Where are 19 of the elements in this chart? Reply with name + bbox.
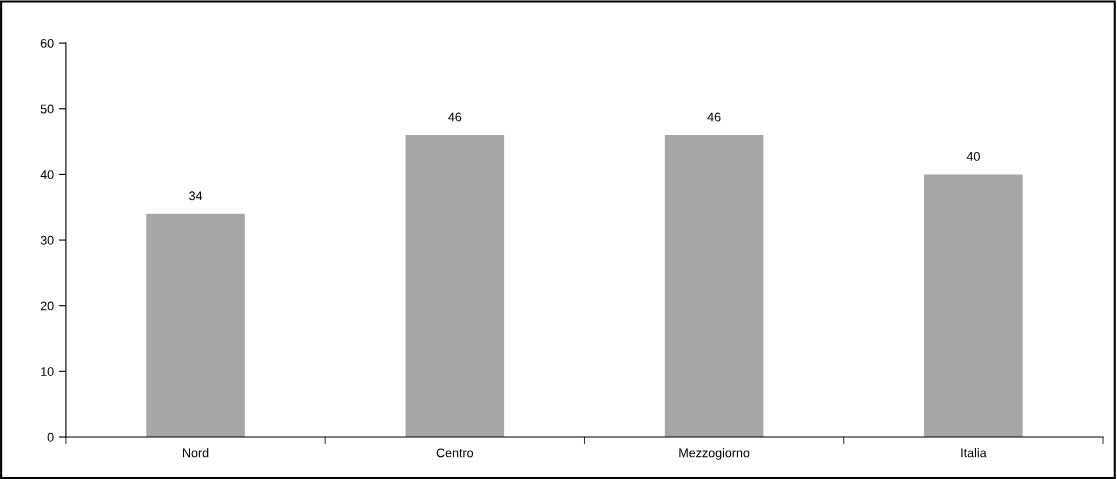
y-tick-label: 60 [40,38,54,48]
data-label: 40 [966,151,980,161]
y-tick-label: 10 [41,367,54,376]
bar [146,213,245,437]
y-tick-label: 20 [40,301,54,311]
x-tick-label: Nord [183,448,209,458]
y-tick-label: 50 [40,104,54,114]
bar [664,135,764,437]
y-tick-label: 40 [40,170,54,180]
y-tick-label: 0 [47,432,54,442]
x-tick-label: Mezzogiorno [679,448,750,460]
bar [405,135,505,437]
x-tick-label: Italia [961,448,987,458]
y-tick-label: 30 [40,235,54,245]
data-label: 34 [189,191,203,201]
data-label: 46 [448,112,462,122]
data-label: 46 [707,112,721,122]
x-tick-label: Centro [436,448,474,458]
bar [924,174,1023,437]
